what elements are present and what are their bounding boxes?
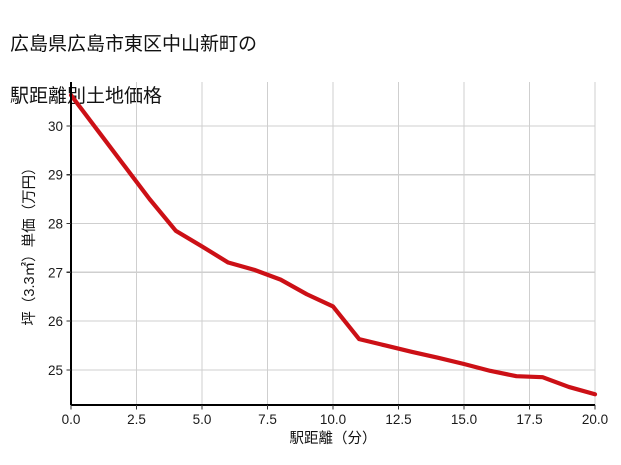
data-series-group — [68, 93, 598, 397]
chart-title: 広島県広島市東区中山新町の 駅距離別土地価格 — [10, 6, 610, 136]
x-tick-label: 15.0 — [451, 412, 477, 427]
x-axis-title: 駅距離（分） — [290, 429, 377, 447]
vertical-gridlines — [70, 82, 596, 405]
y-axis-tick-labels: 25 26 27 28 29 30 — [48, 119, 63, 378]
x-tick-label: 7.5 — [258, 412, 277, 427]
x-tick-label: 12.5 — [385, 412, 411, 427]
x-tick-label: 10.0 — [320, 412, 346, 427]
x-axis-tick-labels: 0.0 2.5 5.0 7.5 10.0 12.5 15.0 17.5 20.0 — [62, 412, 609, 427]
x-axis-ticks — [70, 405, 596, 410]
x-tick-label: 0.0 — [62, 412, 81, 427]
y-tick-label: 27 — [48, 265, 63, 280]
y-tick-label: 29 — [48, 168, 63, 183]
y-tick-label: 28 — [48, 216, 63, 231]
y-axis-title: 坪（3.3㎡）単価（万円） — [21, 160, 38, 325]
y-tick-label: 25 — [48, 363, 63, 378]
series-line-tsubo-unit-price — [68, 93, 598, 397]
x-tick-label: 20.0 — [582, 412, 608, 427]
y-tick-label: 30 — [48, 119, 63, 134]
x-tick-label: 5.0 — [193, 412, 212, 427]
chart-title-line-2: 駅距離別土地価格 — [10, 86, 163, 107]
x-tick-label: 17.5 — [516, 412, 542, 427]
y-axis-ticks — [66, 125, 71, 371]
x-tick-label: 2.5 — [127, 412, 146, 427]
y-tick-label: 26 — [48, 314, 63, 329]
chart-title-line-1: 広島県広島市東区中山新町の — [10, 34, 258, 55]
